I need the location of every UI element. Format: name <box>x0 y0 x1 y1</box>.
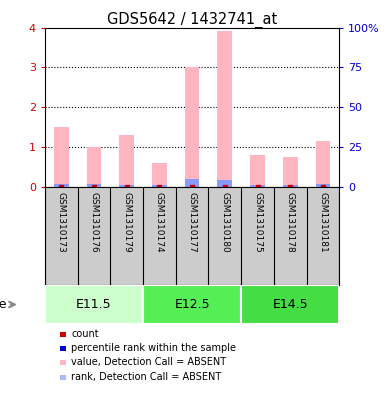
Bar <box>241 285 339 324</box>
Bar <box>185 179 199 187</box>
Text: GSM1310180: GSM1310180 <box>220 191 229 252</box>
Bar <box>119 135 134 187</box>
Text: age: age <box>0 298 7 311</box>
Bar <box>185 67 199 187</box>
Bar <box>250 155 265 187</box>
Bar <box>218 180 232 187</box>
Text: E14.5: E14.5 <box>272 298 308 311</box>
Text: GSM1310173: GSM1310173 <box>57 191 66 252</box>
Title: GDS5642 / 1432741_at: GDS5642 / 1432741_at <box>107 11 277 28</box>
Text: GSM1310177: GSM1310177 <box>188 191 197 252</box>
Text: GSM1310175: GSM1310175 <box>253 191 262 252</box>
Text: count: count <box>71 329 99 338</box>
Text: E11.5: E11.5 <box>76 298 112 311</box>
Bar <box>87 147 101 187</box>
Bar <box>45 285 143 324</box>
Text: GSM1310179: GSM1310179 <box>122 191 131 252</box>
Bar <box>250 185 265 187</box>
Bar <box>283 157 298 187</box>
Bar <box>316 141 330 187</box>
Bar <box>152 163 167 187</box>
Bar <box>54 184 69 187</box>
Text: value, Detection Call = ABSENT: value, Detection Call = ABSENT <box>71 357 227 367</box>
Bar <box>54 127 69 187</box>
Text: GSM1310178: GSM1310178 <box>286 191 295 252</box>
Text: GSM1310174: GSM1310174 <box>155 191 164 252</box>
Bar <box>87 184 101 187</box>
Bar <box>152 185 167 187</box>
Bar <box>143 285 241 324</box>
Text: GSM1310181: GSM1310181 <box>319 191 328 252</box>
Bar <box>218 31 232 187</box>
Bar <box>119 185 134 187</box>
Text: E12.5: E12.5 <box>174 298 210 311</box>
Bar <box>283 185 298 187</box>
Text: rank, Detection Call = ABSENT: rank, Detection Call = ABSENT <box>71 372 222 382</box>
Text: GSM1310176: GSM1310176 <box>89 191 98 252</box>
Bar <box>316 184 330 187</box>
Text: percentile rank within the sample: percentile rank within the sample <box>71 343 236 353</box>
